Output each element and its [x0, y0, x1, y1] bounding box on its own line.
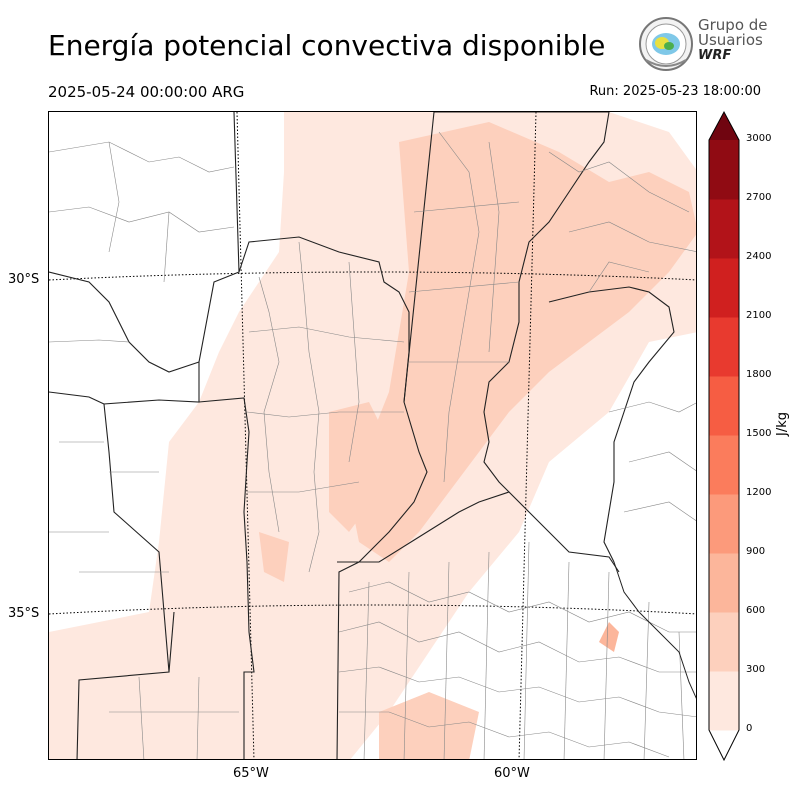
- run-time: Run: 2025-05-23 18:00:00: [589, 84, 761, 99]
- lon-label-65w: 65°W: [233, 766, 269, 781]
- colorbar-tick-label: 2400: [746, 251, 772, 262]
- colorbar-unit-label: J/kg: [775, 412, 790, 436]
- colorbar-tick-label: 1200: [746, 487, 772, 498]
- colorbar-band: [709, 553, 739, 613]
- logo-line-1: Grupo de: [698, 16, 768, 34]
- valid-time: 2025-05-24 00:00:00 ARG: [48, 83, 245, 101]
- logo-line-2: Usuarios: [698, 31, 763, 49]
- logo-seal-icon: [639, 17, 693, 71]
- page-title: Energía potencial convectiva disponible: [48, 29, 606, 62]
- grupo-usuarios-wrf-logo: Grupo de Usuarios WRF: [638, 16, 768, 72]
- lat-label-30s: 30°S: [8, 272, 40, 287]
- map-panel: [48, 111, 697, 760]
- cape-map: [49, 112, 696, 759]
- colorbar-band: [709, 612, 739, 672]
- colorbar-band: [709, 494, 739, 554]
- colorbar-band: [709, 199, 739, 259]
- province-boundaries: [49, 112, 675, 759]
- colorbar-tick-label: 0: [746, 723, 753, 734]
- colorbar-band: [709, 140, 739, 200]
- logo-text: Grupo de Usuarios WRF: [698, 16, 768, 64]
- colorbar-tick-label: 3000: [746, 133, 772, 144]
- colorbar-band: [709, 376, 739, 436]
- colorbar-tick-label: 2100: [746, 310, 772, 321]
- graticule: [49, 112, 696, 759]
- colorbar-over-triangle: [709, 112, 739, 140]
- colorbar-tick-label: 300: [746, 664, 766, 675]
- colorbar: [708, 110, 740, 762]
- colorbar-tick-label: 900: [746, 546, 766, 557]
- cape-shading: [49, 112, 696, 759]
- coastline: [613, 561, 696, 699]
- colorbar-tick-label: 1800: [746, 369, 772, 380]
- colorbar-band: [709, 317, 739, 377]
- colorbar-tick-label: 600: [746, 605, 766, 616]
- department-boundaries: [49, 131, 696, 759]
- colorbar-band: [709, 671, 739, 731]
- colorbar-tick-label: 2700: [746, 192, 772, 203]
- lat-label-35s: 35°S: [8, 606, 40, 621]
- colorbar-band: [709, 258, 739, 318]
- logo-line-3: WRF: [698, 48, 732, 63]
- colorbar-band: [709, 435, 739, 495]
- lon-label-60w: 60°W: [494, 766, 530, 781]
- colorbar-tick-label: 1500: [746, 428, 772, 439]
- colorbar-under-triangle: [709, 730, 739, 760]
